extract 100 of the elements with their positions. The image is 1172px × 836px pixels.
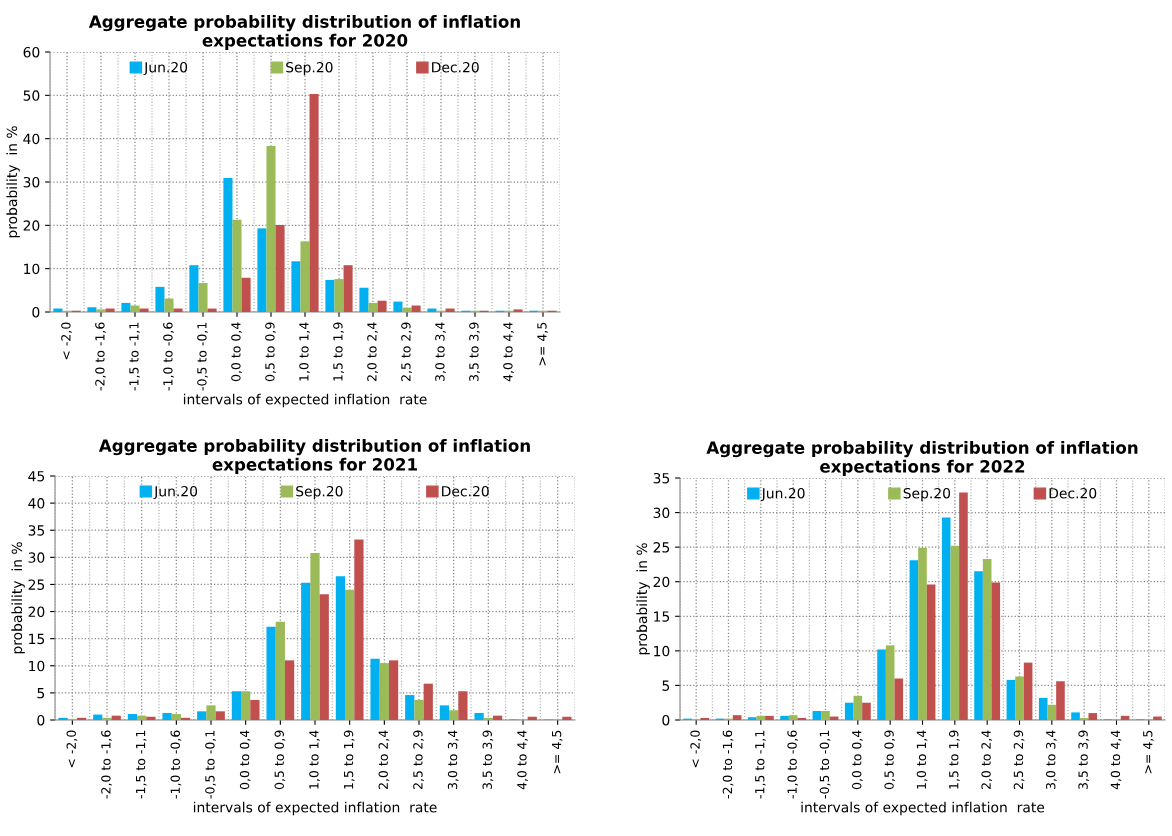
x-tick-label: < -2,0 (690, 730, 702, 768)
bar (377, 300, 387, 312)
x-tick-label: 3,0 to 3,4 (1046, 730, 1057, 790)
bar (797, 717, 807, 720)
chart-title: Aggregate probability distribution of inflation expectations for 2022 (706, 440, 1138, 476)
x-tick-label: -1,0 to -0,6 (163, 322, 174, 391)
bar (325, 279, 335, 312)
y-tick-label: 20 (653, 576, 670, 588)
bar (788, 715, 798, 720)
y-tick-label: 20 (28, 606, 45, 618)
x-tick-label: -1,0 to -0,6 (170, 730, 182, 799)
bar (198, 282, 208, 312)
bar (275, 621, 285, 720)
bar (513, 309, 523, 312)
y-tick-label: 60 (23, 46, 40, 58)
x-tick-label: 0,5 to 0,9 (265, 322, 276, 382)
bar (439, 705, 450, 720)
bar (562, 716, 572, 720)
x-axis-title: intervals of expected inflation rate (193, 801, 437, 816)
x-tick-label: 3,5 to 3,9 (1078, 730, 1090, 790)
bar (950, 545, 960, 720)
bar (700, 717, 710, 720)
bar (275, 224, 285, 312)
x-tick-label: 1,5 to 1,9 (333, 322, 344, 381)
x-tick-label: -1,5 to -1,1 (136, 730, 147, 799)
bar (732, 715, 742, 720)
bar (146, 716, 156, 720)
bar (334, 279, 344, 312)
bar (137, 715, 147, 720)
bar (93, 714, 103, 720)
bar (266, 146, 276, 312)
bar (284, 660, 295, 720)
bar (1047, 704, 1057, 720)
bar (909, 560, 919, 720)
x-tick-label: -0,5 to -0,1 (819, 730, 831, 799)
x-axis-title: intervals of expected inflation rate (801, 801, 1045, 816)
x-tick-label: 1,0 to 1,4 (309, 730, 320, 789)
x-tick-label: < -2,0 (61, 322, 72, 360)
y-tick-label: 45 (28, 471, 45, 482)
x-tick-label: 0,5 to 0,9 (884, 730, 896, 790)
y-tick-label: 20 (23, 220, 40, 231)
y-tick-label: 10 (24, 263, 40, 275)
x-tick-label: 4,0 to 4,4 (1110, 730, 1122, 790)
bar (1023, 662, 1033, 720)
bar (300, 241, 310, 312)
bar (354, 539, 364, 720)
bar (991, 582, 1001, 720)
bar (821, 711, 830, 720)
y-tick-label: 30 (28, 552, 45, 563)
bar (343, 265, 353, 312)
x-tick-label: -1,0 to -0,6 (787, 730, 799, 799)
chart-title: Aggregate probability distribution of inflation expectations for 2021 (98, 438, 530, 474)
x-tick-label: >= 4,5 (537, 322, 548, 366)
x-tick-label: 1,0 to 1,4 (299, 322, 310, 381)
bar (982, 558, 992, 720)
bar (301, 582, 311, 720)
y-tick-label: 30 (23, 176, 40, 188)
bar (474, 712, 484, 720)
x-axis-title: intervals of expected inflation rate (183, 393, 427, 408)
legend-label: Sep.20 (296, 485, 343, 500)
bar (266, 626, 276, 720)
x-tick-label: 0,0 to 0,4 (231, 322, 242, 382)
bar (96, 309, 106, 312)
bar (102, 717, 112, 720)
bar (231, 691, 242, 720)
bar (853, 695, 863, 720)
x-tick-label: 0,0 to 0,4 (852, 730, 863, 790)
y-tick-label: 30 (653, 507, 670, 519)
bar (171, 714, 181, 720)
x-tick-label: 3,0 to 3,4 (447, 730, 459, 790)
x-tick-label: 2,0 to 2,4 (367, 322, 378, 382)
y-tick-label: 5 (37, 688, 45, 699)
legend-label: Dec.20 (1049, 487, 1097, 499)
bar (483, 717, 493, 720)
bar (291, 261, 301, 312)
bar (918, 547, 927, 720)
x-tick-label: 3,5 to 3,9 (469, 322, 480, 382)
y-tick-label: 25 (653, 542, 670, 553)
x-tick-label: < -2,0 (66, 730, 78, 768)
y-tick-label: 35 (28, 525, 45, 536)
bar (232, 219, 242, 312)
bar (250, 699, 260, 720)
bar (414, 699, 424, 720)
y-axis-title: probability in % (11, 542, 25, 654)
bar (959, 492, 968, 720)
bar (862, 702, 871, 720)
x-tick-label: 1,0 to 1,4 (916, 730, 928, 789)
y-tick-label: 15 (654, 611, 670, 622)
bar (844, 702, 854, 720)
legend-label: Jun.20 (153, 485, 198, 500)
y-tick-label: 0 (662, 714, 670, 726)
bar (423, 683, 433, 720)
x-tick-label: 3,0 to 3,4 (435, 322, 446, 382)
bar (405, 695, 415, 720)
y-tick-label: 15 (29, 633, 45, 645)
bar (894, 678, 904, 720)
x-tick-label: -1,5 to -1,1 (755, 730, 766, 799)
x-tick-label: 3,5 to 3,9 (482, 730, 494, 790)
bar (393, 301, 403, 312)
bar (388, 660, 399, 720)
